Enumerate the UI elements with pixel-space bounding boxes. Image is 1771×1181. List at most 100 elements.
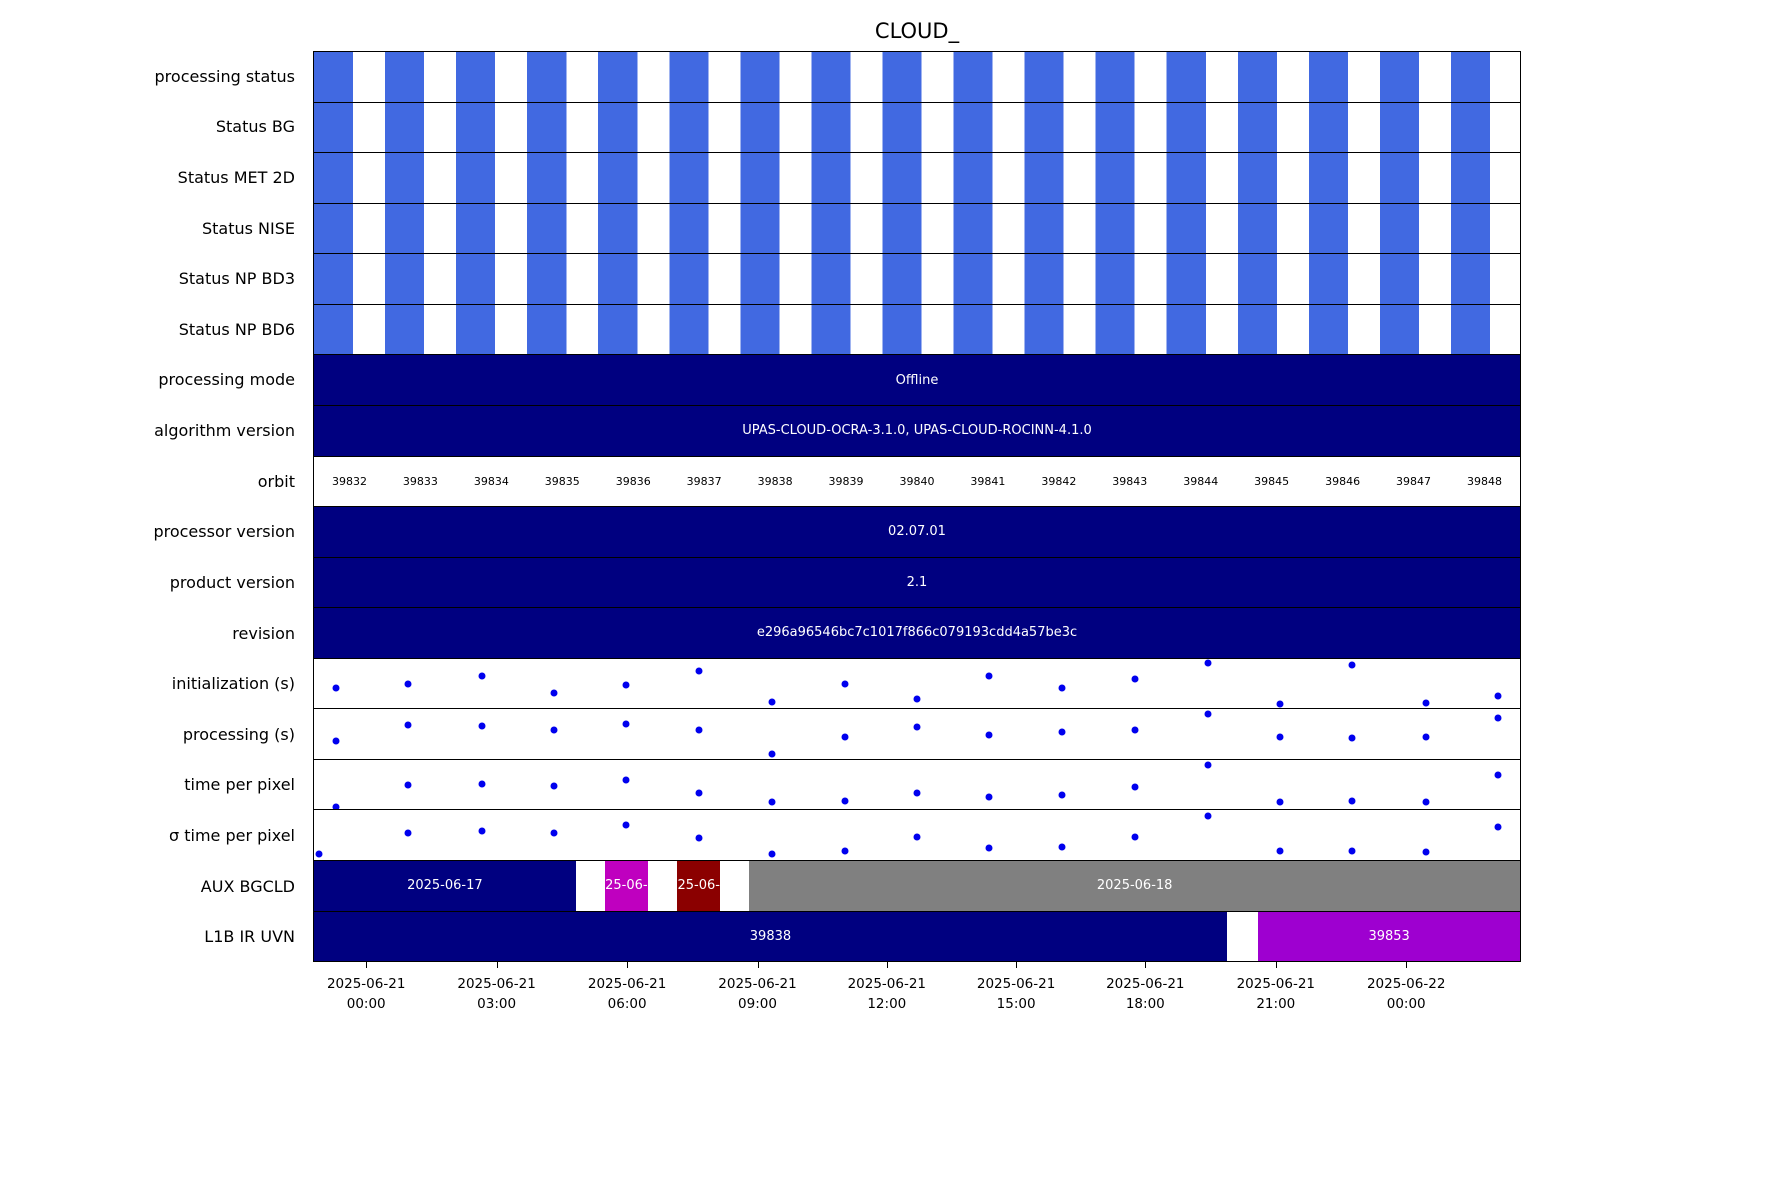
row-time-per-pixel [314, 759, 1520, 811]
data-point [1131, 833, 1139, 841]
data-point [695, 789, 703, 797]
row-initialization-s [314, 658, 1520, 710]
x-tick-mark [627, 962, 629, 968]
x-tick-date: 2025-06-21 [718, 976, 797, 992]
data-point [622, 776, 630, 784]
data-point [332, 737, 340, 745]
orbit-39847: 39847 [1396, 474, 1432, 488]
data-point [695, 726, 703, 734]
data-point [768, 850, 776, 858]
x-tick-time: 00:00 [1386, 995, 1426, 1012]
x-tick-mark [366, 962, 368, 968]
data-point [913, 695, 921, 703]
data-point [913, 833, 921, 841]
row-labels: processing status Status BG Status MET 2D S… [0, 51, 305, 962]
orbit-39838: 39838 [757, 474, 793, 488]
data-point [913, 789, 921, 797]
plot-area: Offline UPAS-CLOUD-OCRA-3.1.0, UPAS-CLOUD… [313, 51, 1521, 962]
x-tick-mark [1275, 962, 1277, 968]
orbit-39834: 39834 [473, 474, 509, 488]
x-tick-mark [757, 962, 759, 968]
row-label-processing-status: processing status [154, 66, 295, 86]
data-point [550, 689, 558, 697]
row-sigma-time-per-pixel [314, 810, 1520, 861]
row-label-processor-version: processor version [153, 522, 295, 542]
orbit-39836: 39836 [615, 474, 651, 488]
x-tick-date: 2025-06-22 [1366, 976, 1446, 992]
data-point [1058, 684, 1066, 692]
data-point [1131, 726, 1139, 734]
x-tick-label: 2025-06-21 18:00 [1106, 975, 1184, 1014]
row-label-sigma-time-per-pixel: σ time per pixel [169, 825, 295, 845]
row-status-nise [314, 203, 1520, 255]
orbit-39842: 39842 [1041, 474, 1077, 488]
row-label-processing-s: processing (s) [182, 724, 295, 744]
data-point [1276, 733, 1284, 741]
x-tick-time: 00:00 [346, 995, 386, 1012]
data-point [1422, 733, 1430, 741]
data-point [841, 733, 849, 741]
bar-text-processor-version: 02.07.01 [888, 524, 946, 540]
segment-aux-bgcld-25-06: 25-06- [604, 861, 649, 911]
x-tick-label: 2025-06-21 03:00 [457, 975, 535, 1014]
data-point [1422, 848, 1430, 856]
data-point [1422, 699, 1430, 707]
orbit-39846: 39846 [1325, 474, 1361, 488]
bar-text-product-version: 2.1 [906, 574, 928, 590]
orbit-39839: 39839 [828, 474, 864, 488]
row-label-processing-mode: processing mode [158, 370, 295, 390]
data-point [1131, 783, 1139, 791]
row-label-revision: revision [232, 623, 295, 643]
row-label-time-per-pixel: time per pixel [184, 775, 295, 795]
bar-text-algorithm-version: UPAS-CLOUD-OCRA-3.1.0, UPAS-CLOUD-ROCINN… [742, 423, 1092, 439]
x-tick-label: 2025-06-21 21:00 [1237, 975, 1315, 1014]
x-tick-mark [886, 962, 888, 968]
orbit-39840: 39840 [899, 474, 935, 488]
segment-l1b-ir-uvn-39853: 39853 [1258, 911, 1520, 962]
data-point [985, 844, 993, 852]
row-revision: e296a96546bc7c1017f866c079193cdd4a57be3c [314, 608, 1520, 659]
segment-aux-bgcld-2025-06-17: 2025-06-17 [314, 861, 576, 911]
x-tick-label: 2025-06-21 06:00 [588, 975, 666, 1014]
data-point [841, 680, 849, 688]
data-point [332, 803, 340, 810]
row-label-status-np-bd3: Status NP BD3 [178, 269, 295, 289]
x-axis: 2025-06-21 00:00 2025-06-21 03:00 2025-06-21… [0, 962, 1771, 1052]
x-tick-label: 2025-06-22 00:00 [1367, 975, 1445, 1014]
row-status-met-2d [314, 153, 1520, 204]
data-point [478, 827, 486, 835]
data-point [1058, 791, 1066, 799]
data-point [478, 780, 486, 788]
data-point [478, 672, 486, 680]
row-product-version: 2.1 [314, 557, 1520, 609]
data-point [841, 797, 849, 805]
data-point [1058, 843, 1066, 851]
row-algorithm-version: UPAS-CLOUD-OCRA-3.1.0, UPAS-CLOUD-ROCINN… [314, 405, 1520, 457]
x-tick-time: 03:00 [477, 995, 517, 1012]
chart-title: CLOUD_ [874, 19, 960, 43]
data-point [768, 798, 776, 806]
data-point [768, 750, 776, 758]
data-point [985, 672, 993, 680]
x-tick-time: 06:00 [607, 995, 647, 1012]
data-point [1058, 728, 1066, 736]
data-point [404, 680, 412, 688]
data-point [985, 793, 993, 801]
row-processing-mode: Offline [314, 355, 1520, 406]
x-tick-time: 09:00 [738, 995, 777, 1012]
x-tick-label: 2025-06-21 12:00 [848, 975, 926, 1014]
data-point [695, 667, 703, 675]
row-status-np-bd6 [314, 304, 1520, 356]
x-tick-time: 15:00 [996, 995, 1036, 1012]
row-l1b-ir-uvn: 39838 39853 [314, 911, 1520, 962]
data-point [332, 684, 340, 692]
data-point [985, 731, 993, 739]
data-point [1348, 661, 1356, 669]
data-point [550, 782, 558, 790]
orbit-39841: 39841 [970, 474, 1006, 488]
bar-text-revision: e296a96546bc7c1017f866c079193cdd4a57be3c [756, 625, 1078, 641]
data-point [1348, 847, 1356, 855]
row-label-status-met-2d: Status MET 2D [177, 168, 295, 188]
x-tick-date: 2025-06-21 [457, 976, 536, 992]
segment-aux-bgcld-2025-06-18: 2025-06-18 [749, 861, 1520, 911]
